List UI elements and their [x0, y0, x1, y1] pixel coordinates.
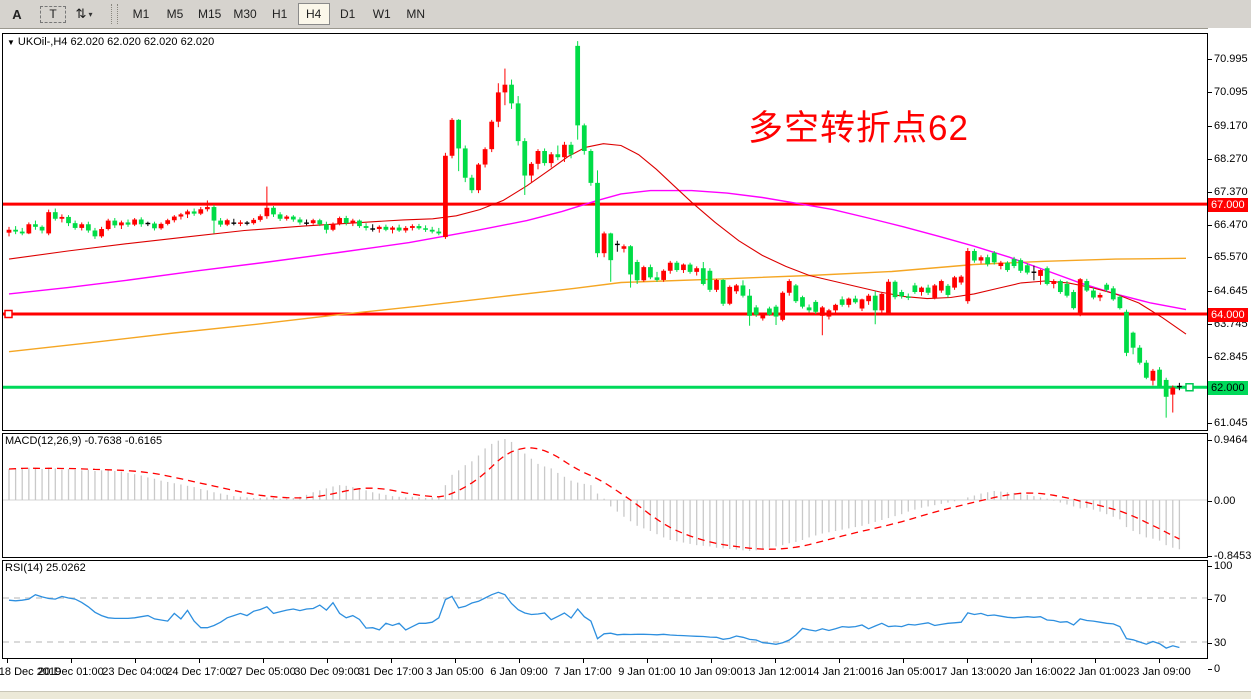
time-label: 18 Dec 2019 [0, 666, 62, 678]
time-tick [839, 659, 840, 663]
macd-scale-label: 0.9464 [1208, 433, 1248, 446]
chart-title[interactable]: ▼ UKOil-,H4 62.020 62.020 62.020 62.020 [7, 36, 214, 48]
timeframe-button-m15[interactable]: M15 [198, 7, 222, 21]
time-tick [71, 659, 72, 663]
symbol-quote-text: UKOil-,H4 62.020 62.020 62.020 62.020 [17, 36, 215, 48]
time-tick [1031, 659, 1032, 663]
price-axis[interactable]: 70.995 70.095 69.170 68.270 67.370 66.470 65.5… [1207, 28, 1251, 675]
price-tick-label: 68.270 [1208, 152, 1248, 165]
time-label: 20 Dec 01:00 [38, 666, 104, 678]
timeframe-button-h1[interactable]: H1 [272, 7, 288, 21]
time-tick [391, 659, 392, 663]
timeframe-button-w1[interactable]: W1 [372, 7, 391, 21]
time-label: 3 Jan 05:00 [426, 666, 484, 678]
time-tick [647, 659, 648, 663]
time-label: 31 Dec 17:00 [358, 666, 424, 678]
main-chart-panel[interactable] [2, 33, 1208, 431]
price-tick-label: 65.570 [1208, 251, 1248, 264]
timeframe-button-h4[interactable]: H4 [297, 3, 330, 25]
timeframe-button-m30[interactable]: M30 [233, 7, 257, 21]
time-label: 23 Jan 09:00 [1127, 666, 1191, 678]
macd-plot [3, 439, 1207, 551]
timeframe-button-m5[interactable]: M5 [166, 7, 184, 21]
time-label: 7 Jan 17:00 [554, 666, 612, 678]
time-label: 16 Jan 05:00 [871, 666, 935, 678]
time-axis[interactable]: 18 Dec 2019 20 Dec 01:00 23 Dec 04:00 24 De… [0, 659, 1208, 691]
price-tick-label: 70.995 [1208, 52, 1248, 65]
time-label: 27 Dec 05:00 [230, 666, 296, 678]
chart-annotation-text: 多空转折点62 [748, 109, 969, 148]
time-label: 14 Jan 21:00 [807, 666, 871, 678]
time-tick [455, 659, 456, 663]
time-tick [263, 659, 264, 663]
cycle-symbols-button[interactable]: ⇅ ▾ [68, 3, 100, 25]
macd-scale-label: 0.00 [1207, 495, 1236, 507]
arrows-cycle-icon: ⇅ [75, 6, 87, 21]
price-level-badge: 64.000 [1208, 308, 1248, 322]
rsi-scale-label: 0 [1207, 663, 1221, 676]
price-level-badge: 62.000 [1208, 381, 1248, 396]
timeframe-button-mn[interactable]: MN [406, 7, 426, 21]
time-tick [967, 659, 968, 663]
time-label: 30 Dec 09:00 [294, 666, 360, 678]
time-tick [1095, 659, 1096, 663]
time-tick [519, 659, 520, 663]
toolbar-separator [111, 4, 118, 24]
price-tick-label: 66.470 [1208, 218, 1248, 231]
time-label: 17 Jan 13:00 [935, 666, 999, 678]
rsi-panel[interactable] [2, 560, 1208, 659]
time-label: 23 Dec 04:00 [102, 666, 168, 678]
timeframe-button-m1[interactable]: M1 [132, 7, 150, 21]
collapse-triangle-icon[interactable]: ▼ [7, 38, 15, 47]
macd-scale-label: -0.8453 [1207, 549, 1251, 562]
candlestick-plot [3, 41, 1207, 418]
annotate-text-button[interactable]: A [12, 6, 22, 22]
time-tick [327, 659, 328, 663]
time-tick [7, 659, 8, 663]
price-tick-label: 61.045 [1208, 417, 1248, 430]
time-label: 9 Jan 01:00 [618, 666, 676, 678]
price-tick-label: 70.095 [1208, 85, 1248, 98]
rsi-scale-label: 70 [1207, 593, 1227, 605]
time-label: 6 Jan 09:00 [490, 666, 548, 678]
rsi-scale-label: 30 [1207, 637, 1227, 649]
time-label: 24 Dec 17:00 [166, 666, 232, 678]
rsi-scale-label: 100 [1207, 560, 1233, 572]
timeframe-button-d1[interactable]: D1 [340, 7, 356, 21]
rsi-label: RSI(14) 25.0262 [5, 562, 86, 574]
price-tick-label: 69.170 [1208, 119, 1248, 132]
time-label: 22 Jan 01:00 [1063, 666, 1127, 678]
price-level-badge: 67.000 [1208, 198, 1248, 213]
time-label: 10 Jan 09:00 [679, 666, 743, 678]
time-label: 13 Jan 12:00 [743, 666, 807, 678]
price-tick-label: 62.845 [1208, 351, 1248, 364]
timeframe-button-group: M1 M5 M15 M30 H1 H4 D1 W1 MN [124, 3, 433, 25]
text-box-tool-button[interactable]: T [40, 5, 66, 23]
time-tick [1159, 659, 1160, 663]
time-tick [135, 659, 136, 663]
price-tick-label: 64.645 [1208, 285, 1248, 298]
chevron-down-icon: ▾ [88, 9, 93, 19]
toolbar: A T ⇅ ▾ M1 M5 M15 M30 H1 H4 D1 W1 MN [0, 0, 1251, 29]
time-tick [711, 659, 712, 663]
time-tick [199, 659, 200, 663]
time-tick [775, 659, 776, 663]
macd-panel[interactable] [2, 433, 1208, 558]
price-tick-label: 67.370 [1208, 185, 1248, 198]
macd-label: MACD(12,26,9) -0.7638 -0.6165 [5, 435, 163, 447]
time-tick [903, 659, 904, 663]
time-label: 20 Jan 16:00 [999, 666, 1063, 678]
rsi-plot [3, 591, 1207, 649]
time-tick [583, 659, 584, 663]
status-strip [0, 691, 1251, 699]
